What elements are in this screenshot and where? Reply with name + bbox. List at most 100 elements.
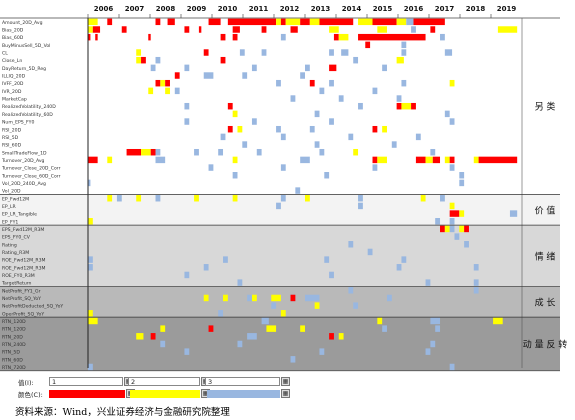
heat-cell xyxy=(396,264,402,271)
factor-label: Turnover_20D_Avg xyxy=(1,158,45,164)
heat-cell xyxy=(271,294,281,302)
heat-cell xyxy=(444,49,453,56)
value-1-text: 1 xyxy=(52,378,57,386)
heat-cell xyxy=(218,148,224,156)
value-label: 值(I): xyxy=(18,379,34,387)
value-3-picker-icon[interactable]: ▦ xyxy=(281,377,290,386)
heat-cell xyxy=(174,72,180,79)
heat-cell xyxy=(396,102,402,110)
heat-cell xyxy=(425,156,433,164)
heat-cell xyxy=(444,110,450,118)
value-3-text: 3 xyxy=(208,378,213,386)
group-label: 价 值 xyxy=(535,204,556,216)
heat-cell xyxy=(266,325,277,332)
factor-label: Amount_20D_Avg xyxy=(2,20,43,26)
heat-cell xyxy=(411,26,416,33)
color-2-swatch[interactable] xyxy=(130,390,200,398)
heat-cell xyxy=(271,302,277,309)
color-3-picker-icon[interactable]: ▦ xyxy=(281,389,290,398)
value-1-field[interactable]: 1 xyxy=(49,377,123,386)
group-label: 另 类 xyxy=(535,101,556,113)
heat-cell xyxy=(353,148,359,156)
heat-cell xyxy=(319,148,325,156)
heat-cell xyxy=(155,156,166,164)
group-label: 情 绪 xyxy=(535,250,556,262)
group-band-3 xyxy=(0,286,560,318)
heat-cell xyxy=(493,317,503,325)
heat-cell xyxy=(372,164,378,171)
factor-label: Close_Ln xyxy=(2,58,22,64)
heat-cell xyxy=(232,195,238,202)
heat-cell xyxy=(136,49,142,56)
heat-cell xyxy=(247,333,257,340)
heat-cell xyxy=(155,79,161,87)
year-label: 2006 xyxy=(94,5,114,13)
heat-cell xyxy=(184,64,190,72)
heat-cell xyxy=(329,26,339,33)
heat-cell xyxy=(396,56,404,64)
heat-cell xyxy=(314,110,320,118)
heat-cell xyxy=(358,102,363,110)
factor-label: Rating xyxy=(2,242,17,248)
value-3-field[interactable]: 3 xyxy=(205,377,280,386)
heat-cell xyxy=(324,172,330,179)
heat-cell xyxy=(449,210,460,217)
heat-cell xyxy=(413,18,445,26)
factor-label: Vol_20D_240D_Avg xyxy=(2,181,46,187)
heat-cell xyxy=(88,26,93,33)
year-label: 2018 xyxy=(466,5,486,13)
heat-cell xyxy=(305,195,310,202)
color-1-swatch[interactable] xyxy=(49,390,125,398)
heat-cell xyxy=(353,56,359,64)
heat-cell xyxy=(121,26,127,33)
factor-label: BuyMinusSell_5D_Vol xyxy=(2,43,50,49)
heat-cell xyxy=(338,333,344,340)
heat-cell xyxy=(184,348,190,355)
heat-cell xyxy=(305,64,310,72)
heat-cell xyxy=(444,225,450,233)
factor-label: NetProfit_FY1_Gr xyxy=(2,288,41,294)
heat-cell xyxy=(396,18,407,26)
color-legend: 值(I): 颜色(C): 1 ▦ ▦ 2 ▦ ▦ 3 ▦ ▦ xyxy=(18,377,538,401)
heat-cell xyxy=(329,333,334,340)
color-3-swatch[interactable] xyxy=(207,390,280,398)
factor-label: EP_LR_Tangible xyxy=(2,212,37,218)
heat-cell xyxy=(401,41,407,49)
heat-cell xyxy=(194,195,199,202)
heat-cell xyxy=(155,18,161,26)
heat-cell xyxy=(358,18,373,26)
heat-cell xyxy=(237,279,243,286)
heat-cell xyxy=(401,102,412,110)
heat-cell xyxy=(396,95,402,102)
heat-cell xyxy=(449,156,455,164)
heat-cell xyxy=(88,33,91,41)
year-label: 2017 xyxy=(435,5,455,13)
heat-cell xyxy=(386,294,392,302)
value-2-field[interactable]: 2 xyxy=(128,377,200,386)
factor-label: ROE_FY0_R3M xyxy=(2,273,35,279)
heat-cell xyxy=(338,95,344,102)
heat-cell xyxy=(261,49,267,56)
heat-cell xyxy=(223,294,228,302)
factor-label: IVR_20D xyxy=(2,89,22,95)
heat-cell xyxy=(365,41,371,49)
heat-cell xyxy=(220,56,226,64)
heat-cell xyxy=(88,18,98,26)
heat-cell xyxy=(208,164,214,171)
heat-cell xyxy=(509,210,518,217)
heat-cell xyxy=(300,72,305,79)
heat-cell xyxy=(290,294,296,302)
heat-cell xyxy=(150,148,156,156)
heat-cell xyxy=(358,33,426,41)
heat-cell xyxy=(420,195,426,202)
factor-label: Bias_60D xyxy=(2,35,24,41)
factor-label: Vol_20D xyxy=(2,189,21,195)
heat-cell xyxy=(430,340,436,348)
heat-cell xyxy=(440,225,445,233)
factor-label: ROE_Fwd12M_R3M xyxy=(2,265,46,271)
heat-cell xyxy=(155,148,161,156)
heat-cell xyxy=(165,87,170,95)
heat-cell xyxy=(167,18,175,26)
heat-cell xyxy=(290,26,298,33)
factor-label: TargetReturn xyxy=(1,281,32,287)
